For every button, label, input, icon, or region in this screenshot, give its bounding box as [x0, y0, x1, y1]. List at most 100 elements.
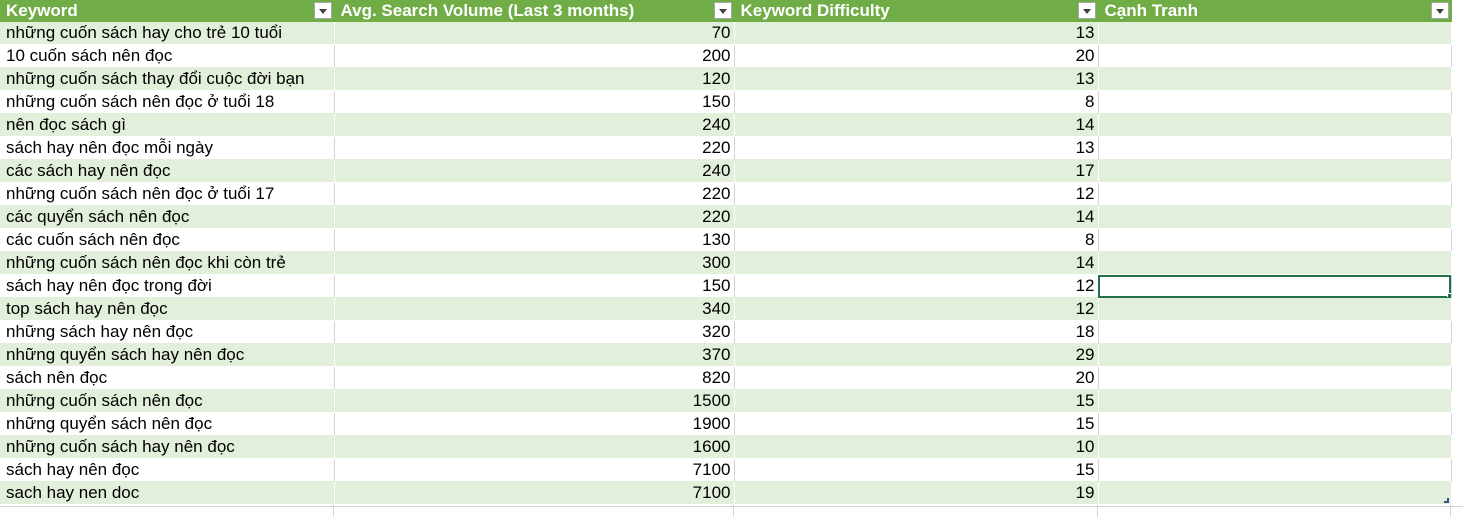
cell-keyword[interactable]: top sách hay nên đọc: [0, 297, 335, 321]
filter-dropdown-icon[interactable]: [1077, 2, 1096, 19]
cell-search-volume[interactable]: 370: [334, 343, 735, 367]
cell-keyword-difficulty[interactable]: 14: [734, 113, 1099, 137]
cell-keyword-difficulty[interactable]: 13: [734, 67, 1099, 91]
cell-competition[interactable]: [1098, 228, 1452, 252]
cell-keyword[interactable]: sach hay nen doc: [0, 481, 335, 505]
cell-keyword-difficulty[interactable]: 8: [734, 228, 1099, 252]
cell-search-volume[interactable]: 70: [334, 22, 735, 45]
cell-keyword-difficulty[interactable]: 8: [734, 90, 1099, 114]
cell-competition[interactable]: [1098, 343, 1452, 367]
cell-keyword[interactable]: các sách hay nên đọc: [0, 159, 335, 183]
cell-search-volume[interactable]: 130: [334, 228, 735, 252]
cell-competition[interactable]: [1098, 251, 1452, 275]
cell-search-volume[interactable]: 7100: [334, 458, 735, 482]
cell-competition[interactable]: [1098, 44, 1452, 68]
header-cell-search-volume[interactable]: Avg. Search Volume (Last 3 months): [334, 0, 735, 22]
cell-search-volume[interactable]: 240: [334, 159, 735, 183]
cell-search-volume[interactable]: 220: [334, 205, 735, 229]
cell-search-volume[interactable]: 7100: [334, 481, 735, 505]
cell-competition[interactable]: [1098, 136, 1452, 160]
cell-keyword-difficulty[interactable]: 13: [734, 136, 1099, 160]
cell-search-volume[interactable]: 1900: [334, 412, 735, 436]
cell-competition[interactable]: [1098, 182, 1452, 206]
cell-search-volume[interactable]: 220: [334, 182, 735, 206]
cell-keyword-difficulty[interactable]: 12: [734, 182, 1099, 206]
cell-search-volume[interactable]: 240: [334, 113, 735, 137]
header-cell-keyword-difficulty[interactable]: Keyword Difficulty: [734, 0, 1099, 22]
cell-keyword[interactable]: các quyển sách nên đọc: [0, 205, 335, 229]
table-row: những cuốn sách hay cho trẻ 10 tuổi 70 13: [0, 22, 1452, 45]
cell-competition[interactable]: [1098, 412, 1452, 436]
cell-search-volume[interactable]: 320: [334, 320, 735, 344]
cell-competition[interactable]: [1098, 435, 1452, 459]
cell-search-volume[interactable]: 820: [334, 366, 735, 390]
cell-keyword-difficulty[interactable]: 14: [734, 251, 1099, 275]
cell-keyword[interactable]: sách hay nên đọc: [0, 458, 335, 482]
cell-keyword[interactable]: 10 cuốn sách nên đọc: [0, 44, 335, 68]
table-row: sách hay nên đọc mỗi ngày 220 13: [0, 136, 1452, 160]
cell-keyword-difficulty[interactable]: 17: [734, 159, 1099, 183]
cell-keyword[interactable]: sách hay nên đọc trong đời: [0, 274, 335, 298]
cell-keyword[interactable]: những cuốn sách nên đọc ở tuổi 18: [0, 90, 335, 114]
cell-keyword[interactable]: những cuốn sách nên đọc ở tuổi 17: [0, 182, 335, 206]
header-cell-competition[interactable]: Cạnh Tranh: [1098, 0, 1452, 22]
cell-competition[interactable]: [1098, 297, 1452, 321]
cell-keyword-difficulty[interactable]: 12: [734, 297, 1099, 321]
filter-dropdown-icon[interactable]: [1430, 2, 1449, 19]
cell-keyword[interactable]: những quyển sách hay nên đọc: [0, 343, 335, 367]
cell-search-volume[interactable]: 300: [334, 251, 735, 275]
cell-competition[interactable]: [1098, 366, 1452, 390]
keyword-table: Keyword Avg. Search Volume (Last 3 month…: [0, 0, 1452, 505]
cell-keyword-difficulty[interactable]: 10: [734, 435, 1099, 459]
cell-competition[interactable]: [1098, 22, 1452, 45]
cell-competition[interactable]: [1098, 90, 1452, 114]
cell-competition[interactable]: [1098, 320, 1452, 344]
cell-keyword-difficulty[interactable]: 20: [734, 366, 1099, 390]
cell-keyword-difficulty[interactable]: 15: [734, 412, 1099, 436]
cell-keyword-difficulty[interactable]: 13: [734, 22, 1099, 45]
cell-keyword-difficulty[interactable]: 15: [734, 389, 1099, 413]
cell-competition[interactable]: [1098, 481, 1452, 505]
cell-keyword[interactable]: những cuốn sách nên đọc khi còn trẻ: [0, 251, 335, 275]
cell-competition[interactable]: [1098, 67, 1452, 91]
cell-keyword-difficulty[interactable]: 15: [734, 458, 1099, 482]
cell-competition[interactable]: [1098, 389, 1452, 413]
filter-dropdown-icon[interactable]: [713, 2, 732, 19]
cell-keyword-difficulty[interactable]: 12: [734, 274, 1099, 298]
cell-keyword[interactable]: những cuốn sách hay nên đọc: [0, 435, 335, 459]
cell-search-volume[interactable]: 1600: [334, 435, 735, 459]
cell-keyword[interactable]: những cuốn sách thay đổi cuộc đời bạn: [0, 67, 335, 91]
table-row: 10 cuốn sách nên đọc 200 20: [0, 44, 1452, 68]
cell-search-volume[interactable]: 150: [334, 90, 735, 114]
cell-keyword[interactable]: nên đọc sách gì: [0, 113, 335, 137]
table-resize-handle[interactable]: [1444, 498, 1449, 503]
cell-keyword-difficulty[interactable]: 19: [734, 481, 1099, 505]
fill-handle[interactable]: [1446, 293, 1450, 297]
cell-search-volume[interactable]: 150: [334, 274, 735, 298]
cell-search-volume[interactable]: 120: [334, 67, 735, 91]
cell-competition[interactable]: [1098, 205, 1452, 229]
cell-search-volume[interactable]: 340: [334, 297, 735, 321]
cell-competition[interactable]: [1098, 159, 1452, 183]
cell-keyword[interactable]: sách hay nên đọc mỗi ngày: [0, 136, 335, 160]
cell-keyword[interactable]: các cuốn sách nên đọc: [0, 228, 335, 252]
cell-competition[interactable]: [1098, 113, 1452, 137]
cell-keyword[interactable]: sách nên đọc: [0, 366, 335, 390]
cell-keyword-difficulty[interactable]: 20: [734, 44, 1099, 68]
cell-search-volume[interactable]: 200: [334, 44, 735, 68]
table-row: sách hay nên đọc 7100 15: [0, 458, 1452, 482]
cell-keyword[interactable]: những quyển sách nên đọc: [0, 412, 335, 436]
cell-keyword[interactable]: những cuốn sách nên đọc: [0, 389, 335, 413]
cell-keyword[interactable]: những sách hay nên đọc: [0, 320, 335, 344]
cell-search-volume[interactable]: 220: [334, 136, 735, 160]
cell-keyword-difficulty[interactable]: 14: [734, 205, 1099, 229]
cell-search-volume[interactable]: 1500: [334, 389, 735, 413]
cell-competition[interactable]: [1098, 458, 1452, 482]
cell-keyword-difficulty[interactable]: 29: [734, 343, 1099, 367]
cell-keyword[interactable]: những cuốn sách hay cho trẻ 10 tuổi: [0, 22, 335, 45]
cell-competition[interactable]: [1098, 274, 1452, 298]
cell-keyword-difficulty[interactable]: 18: [734, 320, 1099, 344]
filter-dropdown-icon[interactable]: [313, 2, 332, 19]
header-cell-keyword[interactable]: Keyword: [0, 0, 335, 22]
